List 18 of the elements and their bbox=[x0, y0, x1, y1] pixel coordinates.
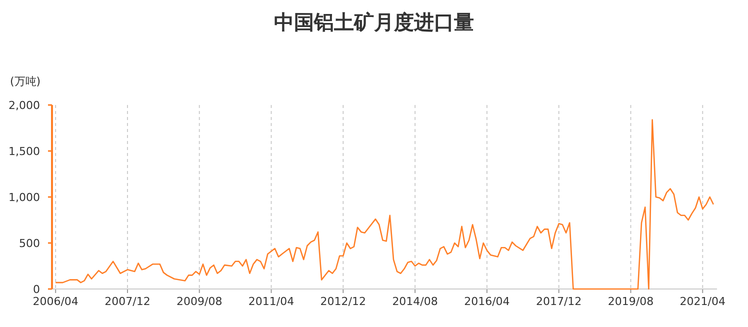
x-tick-label: 2007/12 bbox=[104, 295, 150, 308]
x-tick-label: 2019/08 bbox=[608, 295, 654, 308]
y-tick-label: 2,000 bbox=[8, 99, 40, 112]
x-tick-label: 2009/08 bbox=[176, 295, 222, 308]
y-tick-label: 500 bbox=[19, 237, 40, 250]
x-tick-label: 2011/04 bbox=[248, 295, 294, 308]
x-tick-label: 2017/12 bbox=[536, 295, 582, 308]
line-series bbox=[54, 119, 714, 290]
chart-title: 中国铝土矿月度进口量 bbox=[274, 10, 474, 34]
x-tick-label: 2021/04 bbox=[680, 295, 726, 308]
y-tick-label: 1,500 bbox=[8, 145, 40, 158]
y-tick-label: 0 bbox=[33, 283, 40, 296]
y-axis-title: (万吨) bbox=[10, 75, 41, 88]
x-tick-label: 2006/04 bbox=[32, 295, 78, 308]
y-tick-label: 1,000 bbox=[8, 191, 40, 204]
x-tick-label: 2016/04 bbox=[464, 295, 510, 308]
x-tick-label: 2012/12 bbox=[320, 295, 366, 308]
x-tick-label: 2014/08 bbox=[392, 295, 438, 308]
